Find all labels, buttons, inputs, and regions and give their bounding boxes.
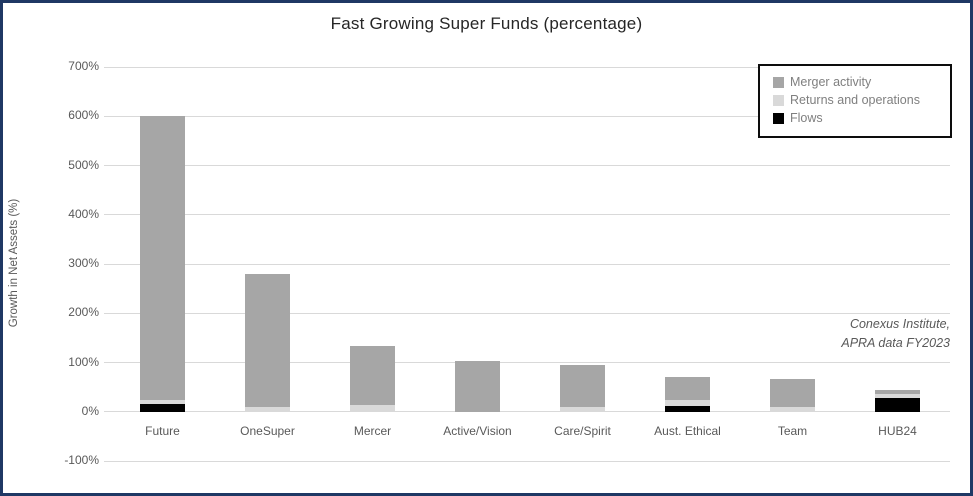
gridline-200%	[104, 312, 950, 314]
bar-segment-future-flows	[140, 404, 185, 412]
y-tick-label: 700%	[68, 59, 99, 73]
bar-segment-aust-ethical-flows	[665, 406, 710, 412]
legend-swatch-icon	[773, 112, 784, 124]
source-annotation: Conexus Institute, APRA data FY2023	[841, 315, 950, 354]
source-annotation-line1: Conexus Institute,	[849, 317, 950, 331]
bar-segment-mercer-merger-activity	[350, 346, 395, 406]
source-annotation-line2: APRA data FY2023	[841, 336, 950, 351]
y-tick-label: 0%	[81, 403, 99, 418]
gridline-500%	[104, 165, 950, 166]
x-axis-label-team: Team	[777, 423, 808, 438]
bar-segment-team-returns-and-operations	[770, 407, 815, 412]
x-axis-label-care-spirit: Care/Spirit	[554, 423, 611, 438]
legend-item-returns-and-operations: Returns and operations	[773, 93, 942, 107]
y-tick-label: 400%	[68, 206, 99, 221]
y-tick-label: 600%	[68, 108, 99, 123]
legend-item-label: Merger activity	[790, 75, 872, 89]
gridline-700%	[104, 66, 950, 68]
legend-swatch-icon	[773, 94, 784, 106]
x-axis-label-aust-ethical: Aust. Ethical	[654, 423, 721, 438]
y-tick-label: 500%	[68, 157, 99, 172]
bar-segment-active-vision-merger-activity	[455, 361, 500, 412]
bar-segment-aust-ethical-returns-and-operations	[665, 399, 710, 407]
x-axis-label-hub24: HUB24	[878, 423, 917, 438]
bar-segment-mercer-returns-and-operations	[350, 405, 395, 412]
y-tick-label: 300%	[68, 256, 99, 270]
y-tick-label: 100%	[68, 354, 99, 369]
legend-swatch-icon	[773, 76, 784, 88]
legend-item-label: Flows	[790, 111, 823, 125]
legend-box: Merger activity Returns and operations Flo…	[758, 64, 952, 138]
gridline-0%	[104, 411, 950, 413]
bar-segment-onesuper-returns-and-operations	[245, 406, 290, 412]
bar-segment-care-spirit-returns-and-operations	[560, 406, 605, 412]
x-axis-label-future: Future	[145, 423, 180, 438]
x-axis-label-mercer: Mercer	[353, 423, 392, 438]
gridline-400%	[104, 214, 950, 216]
legend-item-label: Returns and operations	[790, 93, 920, 107]
chart-title: Fast Growing Super Funds (percentage)	[330, 14, 643, 33]
y-tick-label: -100%	[64, 453, 99, 467]
bar-segment-hub24-returns-and-operations	[875, 393, 920, 398]
x-axis-label-onesuper: OneSuper	[240, 423, 295, 438]
bar-segment-future-returns-and-operations	[140, 399, 185, 405]
bar-segment-hub24-merger-activity	[875, 390, 920, 394]
bar-segment-future-merger-activity	[140, 116, 185, 400]
plot-area: Future OneSuper Mercer Active/Vision Care/Sp…	[104, 66, 950, 462]
gridline-600%	[104, 115, 950, 117]
y-tick-label: 200%	[68, 305, 99, 320]
bar-segment-aust-ethical-merger-activity	[665, 377, 710, 400]
x-axis-label-active-vision: Active/Vision	[443, 423, 512, 438]
bar-segment-onesuper-merger-activity	[245, 273, 290, 407]
legend-item-flows: Flows	[773, 111, 942, 125]
gridline-300%	[104, 263, 950, 265]
bar-segment-care-spirit-merger-activity	[560, 365, 605, 407]
bar-segment-team-merger-activity	[770, 378, 815, 408]
gridline-100%	[104, 362, 950, 363]
gridline--100%	[104, 460, 950, 462]
bar-segment-hub24-flows	[875, 397, 920, 412]
y-axis-title: Growth in Net Assets (%)	[8, 198, 20, 328]
legend-item-merger-activity: Merger activity	[773, 75, 942, 89]
